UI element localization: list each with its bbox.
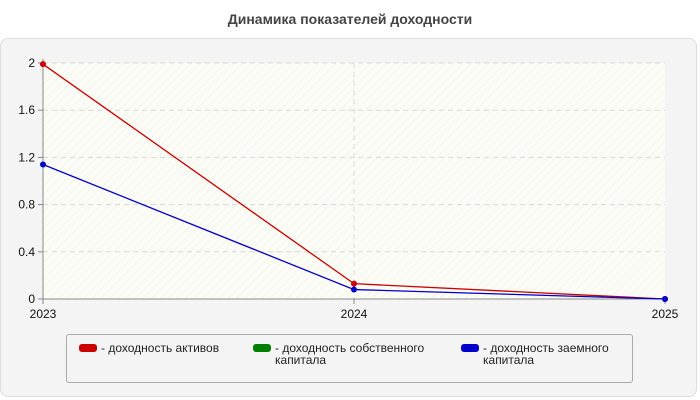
legend-label-debt: - доходность заемного капитала — [483, 341, 609, 367]
series-point-0 — [40, 61, 46, 68]
legend-item-assets: - доходность активов — [79, 342, 261, 354]
legend-swatch-debt — [461, 344, 479, 352]
legend-label-assets: - доходность активов — [101, 341, 220, 355]
chart-legend: - доходность активов - доходность собств… — [66, 334, 633, 383]
x-tick-label: 2023 — [30, 307, 57, 321]
y-tick-label: 0.4 — [18, 245, 35, 259]
y-tick-label: 1.6 — [18, 103, 35, 117]
legend-swatch-equity — [253, 344, 271, 352]
y-tick-label: 0.8 — [18, 198, 35, 212]
legend-item-equity: - доходность собственного капитала — [253, 342, 435, 366]
series-point-0 — [351, 280, 357, 287]
series-point-2 — [40, 161, 46, 168]
series-point-2 — [662, 296, 668, 302]
series-point-2 — [351, 286, 357, 293]
x-tick-label: 2024 — [341, 307, 368, 321]
chart-title: Динамика показателей доходности — [227, 11, 473, 27]
y-tick-label: 2 — [28, 56, 35, 70]
y-tick-label: 1.2 — [18, 150, 35, 164]
y-tick-label: 0 — [28, 292, 35, 306]
legend-item-debt: - доходность заемного капитала — [461, 342, 643, 366]
legend-swatch-assets — [79, 344, 97, 352]
legend-label-equity: - доходность собственного капитала — [275, 341, 425, 367]
x-tick-label: 2025 — [652, 307, 679, 321]
